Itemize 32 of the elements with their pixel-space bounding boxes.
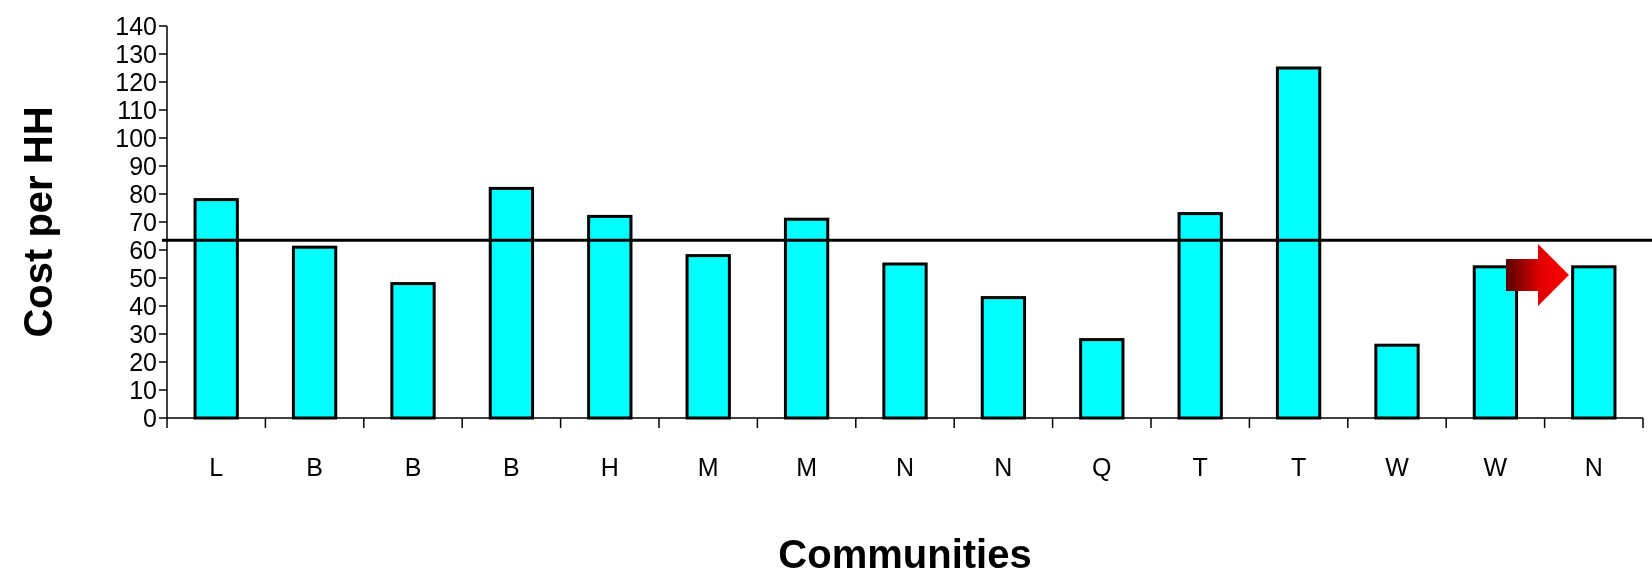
x-tick-label: N [895,453,915,481]
x-tick-label: L [209,453,224,481]
y-tick-label: 60 [129,235,157,264]
x-tick-label: H [600,453,619,481]
y-tick-label: 30 [129,319,157,348]
y-tick-label: 110 [117,95,157,124]
y-tick-label: 130 [115,39,157,68]
y-tick-label: 70 [129,207,157,236]
y-tick-label: 100 [115,123,157,152]
y-tick-label: 50 [129,263,157,292]
x-tick-label: B [404,453,422,481]
y-tick-label: 90 [129,151,157,180]
x-tick-label: T [1192,453,1208,481]
x-tick-label: M [697,453,719,481]
x-tick-label: T [1290,453,1307,481]
y-tick-label: 10 [129,375,157,404]
x-tick-label: M [796,453,818,481]
y-tick-label: 0 [143,403,157,432]
x-tick-label: W [1483,453,1508,481]
x-tick-label: W [1385,453,1410,481]
x-tick-label: Q [1092,453,1112,481]
y-tick-label: 40 [129,291,157,320]
x-tick-label: N [1584,453,1603,481]
y-tick-label: 80 [129,179,157,208]
x-tick-label: N [994,453,1013,481]
y-tick-label: 120 [115,67,157,96]
x-axis-title: Communities [778,532,1032,576]
y-tick-label: 20 [129,347,157,376]
y-tick-label: 140 [115,11,157,40]
x-tick-label: B [503,453,520,481]
x-tick-label: B [306,453,323,481]
y-axis-title: Cost per HH [16,106,60,338]
